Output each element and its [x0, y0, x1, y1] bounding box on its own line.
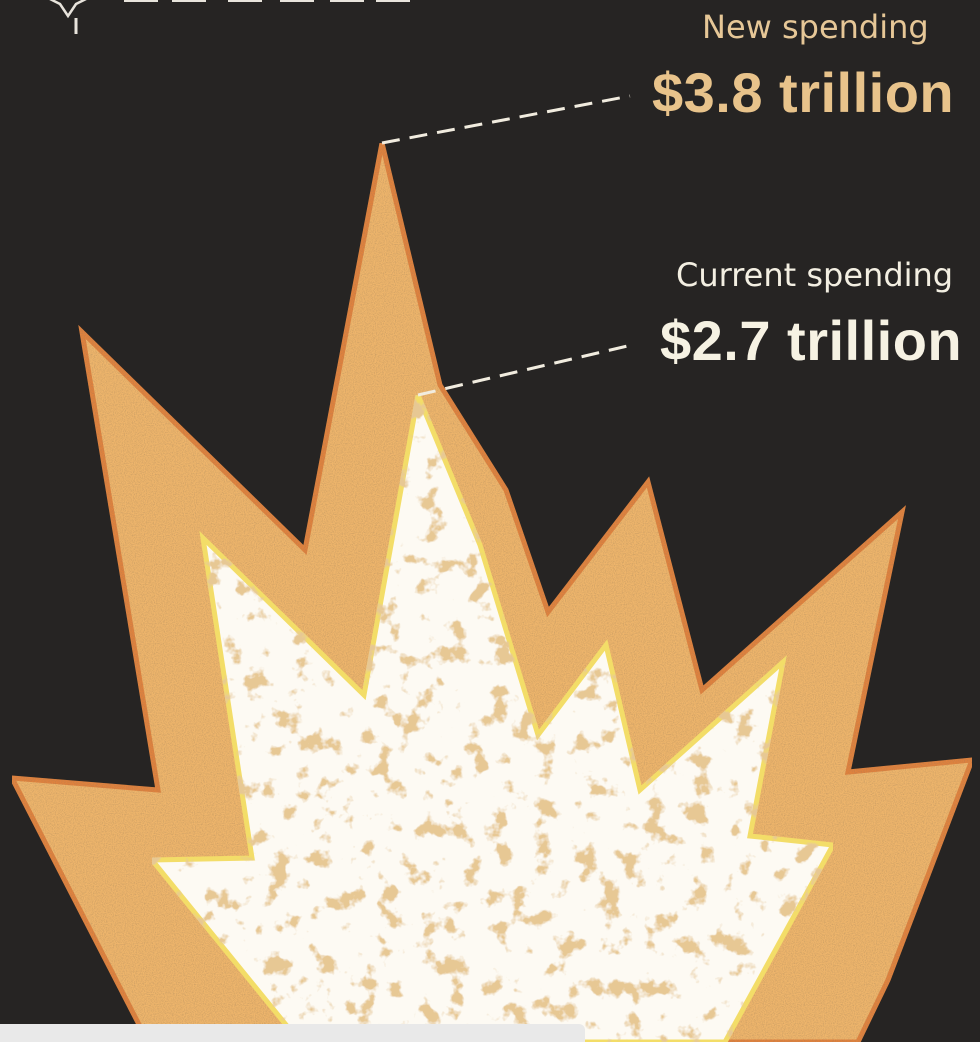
new-spending-label: New spending	[702, 8, 929, 46]
inner-burst	[146, 386, 837, 1042]
bottom-caption-bar	[0, 1024, 585, 1042]
new-spending-value: $3.8 trillion	[652, 61, 955, 124]
current-spending-label: Current spending	[676, 256, 954, 294]
compass-logo-icon	[49, 0, 410, 34]
current-spending-leader	[417, 342, 637, 397]
new-spending-leader	[381, 94, 631, 145]
current-spending-value: $2.7 trillion	[660, 309, 963, 372]
